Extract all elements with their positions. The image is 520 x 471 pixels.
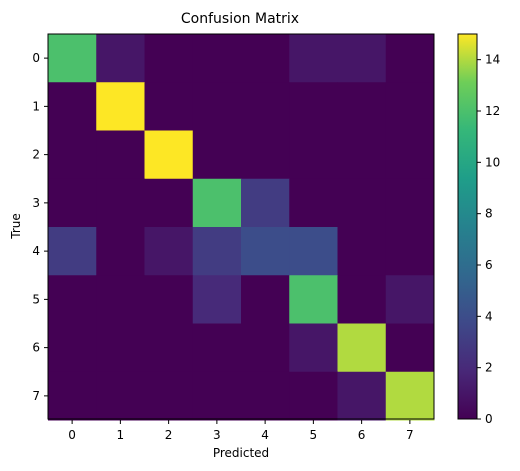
x-axis-ticks: 0 1 2 3 4 5 6 7 [68, 420, 413, 442]
heatmap-cell-6-6 [338, 324, 387, 373]
heatmap-cell-2-7 [386, 131, 435, 180]
heatmap-cell-4-0 [48, 227, 97, 276]
heatmap-cell-0-3 [193, 34, 242, 83]
y-tick-label: 1 [32, 99, 40, 113]
y-tick-label: 3 [32, 196, 40, 210]
y-tick-label: 0 [32, 51, 40, 65]
heatmap-cell-1-3 [193, 82, 242, 131]
heatmap-cell-0-2 [145, 34, 194, 83]
x-tick-label: 6 [358, 428, 366, 442]
x-tick-label: 2 [165, 428, 173, 442]
heatmap-cell-7-5 [289, 372, 338, 421]
heatmap-cell-4-7 [386, 227, 435, 276]
heatmap-cell-2-3 [193, 131, 242, 180]
x-tick-label: 1 [117, 428, 125, 442]
heatmap-cell-5-3 [193, 275, 242, 324]
x-axis-label: Predicted [213, 446, 269, 460]
y-axis-label: True [9, 213, 23, 240]
heatmap-cell-7-3 [193, 372, 242, 421]
heatmap-cell-2-0 [48, 131, 97, 180]
heatmap-cell-0-0 [48, 34, 97, 83]
colorbar-tick-label: 0 [485, 412, 493, 426]
heatmap-cell-1-5 [289, 82, 338, 131]
heatmap-cell-1-2 [145, 82, 194, 131]
x-tick-label: 4 [261, 428, 269, 442]
heatmap-cell-3-3 [193, 179, 242, 228]
heatmap-cell-0-1 [96, 34, 145, 83]
heatmap-cell-4-5 [289, 227, 338, 276]
heatmap-cell-5-0 [48, 275, 97, 324]
heatmap-cell-0-6 [338, 34, 387, 83]
heatmap-cell-5-2 [145, 275, 194, 324]
heatmap-cell-7-1 [96, 372, 145, 421]
x-tick-label: 7 [406, 428, 414, 442]
x-tick-label: 5 [310, 428, 318, 442]
heatmap-cell-2-1 [96, 131, 145, 180]
heatmap-cell-1-7 [386, 82, 435, 131]
heatmap-cell-1-0 [48, 82, 97, 131]
heatmap-cell-6-1 [96, 324, 145, 373]
y-tick-label: 2 [32, 148, 40, 162]
heatmap-cell-1-4 [241, 82, 290, 131]
colorbar-ticks: 0 2 4 6 8 10 12 14 [477, 53, 500, 426]
heatmap-cell-3-0 [48, 179, 97, 228]
chart-title: Confusion Matrix [181, 11, 299, 27]
y-axis-ticks: 0 1 2 3 4 5 6 7 [32, 51, 48, 403]
heatmap-cell-3-2 [145, 179, 194, 228]
heatmap-cell-2-6 [338, 131, 387, 180]
heatmap-cell-7-0 [48, 372, 97, 421]
heatmap-cell-0-5 [289, 34, 338, 83]
heatmap-cell-3-7 [386, 179, 435, 228]
heatmap-cell-2-4 [241, 131, 290, 180]
heatmap-cell-4-6 [338, 227, 387, 276]
heatmap-cell-1-6 [338, 82, 387, 131]
heatmap-cell-5-5 [289, 275, 338, 324]
heatmap-cell-6-7 [386, 324, 435, 373]
colorbar-tick-label: 6 [485, 258, 493, 272]
heatmap-cell-4-4 [241, 227, 290, 276]
heatmap-cell-4-3 [193, 227, 242, 276]
heatmap-cell-7-7 [386, 372, 435, 421]
heatmap-cell-2-5 [289, 131, 338, 180]
heatmap-cell-0-4 [241, 34, 290, 83]
heatmap-cell-7-6 [338, 372, 387, 421]
heatmap-cell-6-4 [241, 324, 290, 373]
heatmap-cell-2-2 [145, 131, 194, 180]
colorbar [458, 34, 477, 419]
y-tick-label: 6 [32, 341, 40, 355]
heatmap-cell-7-4 [241, 372, 290, 421]
y-tick-label: 7 [32, 389, 40, 403]
colorbar-tick-label: 2 [485, 361, 493, 375]
heatmap-cell-3-1 [96, 179, 145, 228]
x-tick-label: 3 [213, 428, 221, 442]
heatmap-cell-3-6 [338, 179, 387, 228]
heatmap-cells [48, 34, 435, 421]
heatmap-cell-6-3 [193, 324, 242, 373]
colorbar-tick-label: 10 [485, 155, 500, 169]
heatmap-cell-3-4 [241, 179, 290, 228]
heatmap-cell-0-7 [386, 34, 435, 83]
colorbar-tick-label: 8 [485, 207, 493, 221]
colorbar-tick-label: 12 [485, 104, 500, 118]
x-tick-label: 0 [68, 428, 76, 442]
heatmap-cell-3-5 [289, 179, 338, 228]
heatmap-cell-5-1 [96, 275, 145, 324]
heatmap-cell-6-5 [289, 324, 338, 373]
y-tick-label: 5 [32, 292, 40, 306]
colorbar-tick-label: 14 [485, 53, 500, 67]
heatmap-cell-4-1 [96, 227, 145, 276]
heatmap-cell-6-0 [48, 324, 97, 373]
heatmap-cell-5-6 [338, 275, 387, 324]
heatmap-cell-4-2 [145, 227, 194, 276]
colorbar-tick-label: 4 [485, 309, 493, 323]
heatmap-cell-5-7 [386, 275, 435, 324]
heatmap-cell-7-2 [145, 372, 194, 421]
y-tick-label: 4 [32, 244, 40, 258]
heatmap-cell-6-2 [145, 324, 194, 373]
heatmap-cell-1-1 [96, 82, 145, 131]
heatmap-cell-5-4 [241, 275, 290, 324]
